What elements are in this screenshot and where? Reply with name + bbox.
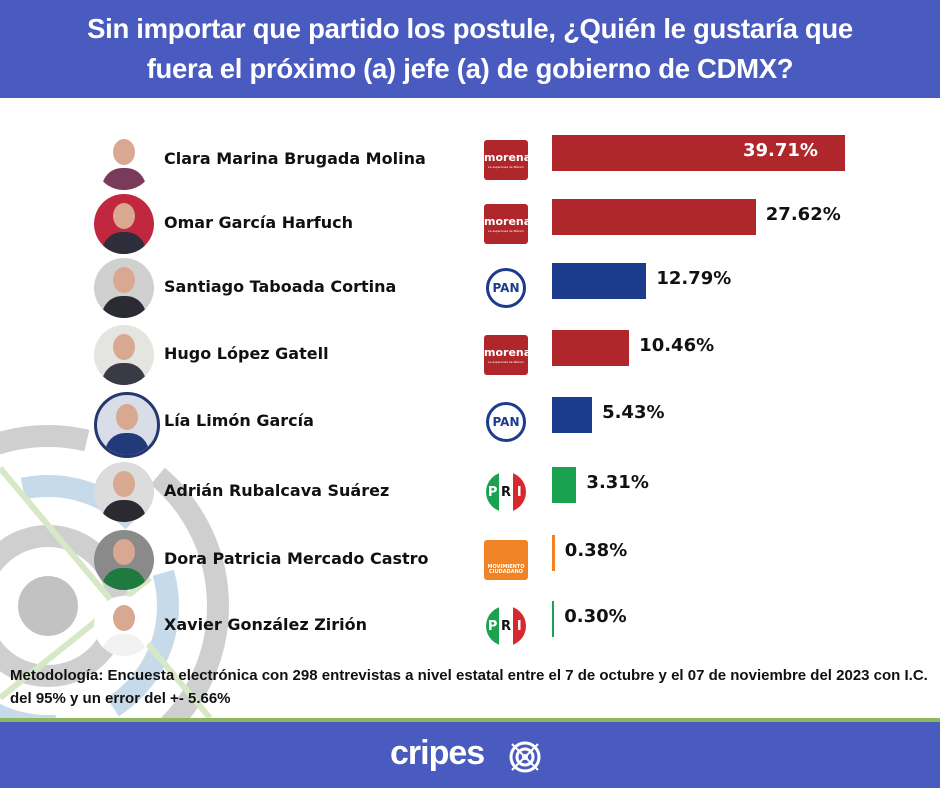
header-banner: Sin importar que partido los postule, ¿Q…	[0, 0, 940, 98]
photo-head	[113, 139, 135, 165]
chart-row: Clara Marina Brugada Molina morena La espe…	[0, 130, 940, 190]
data-label: 3.31%	[586, 472, 649, 493]
morena-logo-icon: morena La esperanza de México	[484, 335, 531, 375]
bar	[552, 601, 555, 637]
pri-letter: I	[512, 472, 526, 512]
candidate-name: Xavier González Zirión	[164, 615, 368, 634]
candidate-name: Santiago Taboada Cortina	[164, 277, 397, 296]
photo-body	[102, 363, 146, 385]
candidate-name: Omar García Harfuch	[164, 213, 353, 232]
morena-tagline: La esperanza de México	[487, 229, 525, 233]
footer-banner: cripes	[0, 722, 940, 788]
pri-letter: I	[512, 606, 526, 646]
title-line-1: Sin importar que partido los postule, ¿Q…	[87, 13, 853, 44]
candidate-name: Hugo López Gatell	[164, 344, 329, 363]
candidate-name: Lía Limón García	[164, 411, 314, 430]
candidate-photo	[94, 130, 154, 190]
movimiento-ciudadano-logo-icon: MOVIMIENTO CIUDADANO	[484, 540, 528, 580]
pri-letter: R	[499, 606, 513, 646]
data-label: 27.62%	[765, 204, 841, 225]
photo-body	[102, 634, 146, 656]
photo-head	[113, 267, 135, 293]
bar	[552, 535, 555, 571]
chart-row: Lía Limón García PAN 5.43%	[0, 392, 940, 458]
candidate-photo	[94, 325, 154, 385]
photo-head	[113, 334, 135, 360]
target-icon	[509, 741, 541, 773]
data-label: 12.79%	[656, 268, 732, 289]
pan-logo-icon: PAN	[486, 268, 526, 308]
photo-head	[116, 404, 138, 430]
chart-row: Hugo López Gatell morena La esperanza de M…	[0, 325, 940, 385]
candidate-name: Adrián Rubalcava Suárez	[164, 481, 390, 500]
photo-body	[102, 296, 146, 318]
candidate-name: Clara Marina Brugada Molina	[164, 149, 426, 168]
bar	[552, 199, 756, 235]
morena-tagline: La esperanza de México	[487, 165, 525, 169]
candidate-photo	[94, 392, 160, 458]
chart-row: Adrián Rubalcava Suárez P R I 3.31%	[0, 462, 940, 522]
pan-logo-icon: PAN	[486, 402, 526, 442]
data-label: 0.38%	[564, 540, 628, 561]
photo-head	[113, 471, 135, 497]
chart-title: Sin importar que partido los postule, ¿Q…	[0, 0, 940, 89]
candidate-photo	[94, 530, 154, 590]
morena-logo-icon: morena La esperanza de México	[484, 204, 531, 244]
morena-tagline: La esperanza de México	[487, 360, 525, 364]
bar	[552, 263, 647, 299]
pri-letter: R	[499, 472, 513, 512]
pri-letter: P	[486, 606, 500, 646]
chart-row: Dora Patricia Mercado Castro MOVIMIENTO C…	[0, 530, 940, 590]
divider-line	[0, 718, 940, 722]
photo-body	[102, 232, 146, 254]
photo-head	[113, 203, 135, 229]
photo-body	[102, 568, 146, 590]
photo-head	[113, 539, 135, 565]
candidate-photo	[94, 462, 154, 522]
pri-letter: P	[486, 472, 500, 512]
background-decoration	[0, 425, 229, 718]
morena-logo-icon: morena La esperanza de México	[484, 140, 531, 180]
photo-body	[102, 168, 146, 190]
data-label: 0.30%	[564, 606, 627, 627]
candidate-photo	[94, 596, 154, 656]
bar	[552, 397, 593, 433]
data-label: 39.71%	[743, 140, 818, 161]
title-line-2: fuera el próximo (a) jefe (a) de gobiern…	[146, 53, 794, 84]
candidate-photo	[94, 194, 154, 254]
bar	[552, 330, 630, 366]
candidate-name: Dora Patricia Mercado Castro	[164, 549, 429, 568]
photo-head	[113, 605, 135, 631]
photo-body	[102, 500, 146, 522]
bar	[552, 135, 845, 171]
chart-row: Xavier González Zirión P R I 0.30%	[0, 596, 940, 656]
data-label: 5.43%	[602, 402, 665, 423]
chart-row: Omar García Harfuch morena La esperanza de…	[0, 194, 940, 254]
photo-body	[105, 433, 149, 455]
bar	[552, 467, 577, 503]
brand-logo-text: cripes	[390, 734, 485, 772]
methodology-note: Metodología: Encuesta electrónica con 29…	[10, 667, 928, 707]
chart-row: Santiago Taboada Cortina PAN 12.79%	[0, 258, 940, 318]
candidate-photo	[94, 258, 154, 318]
data-label: 10.46%	[639, 335, 715, 356]
